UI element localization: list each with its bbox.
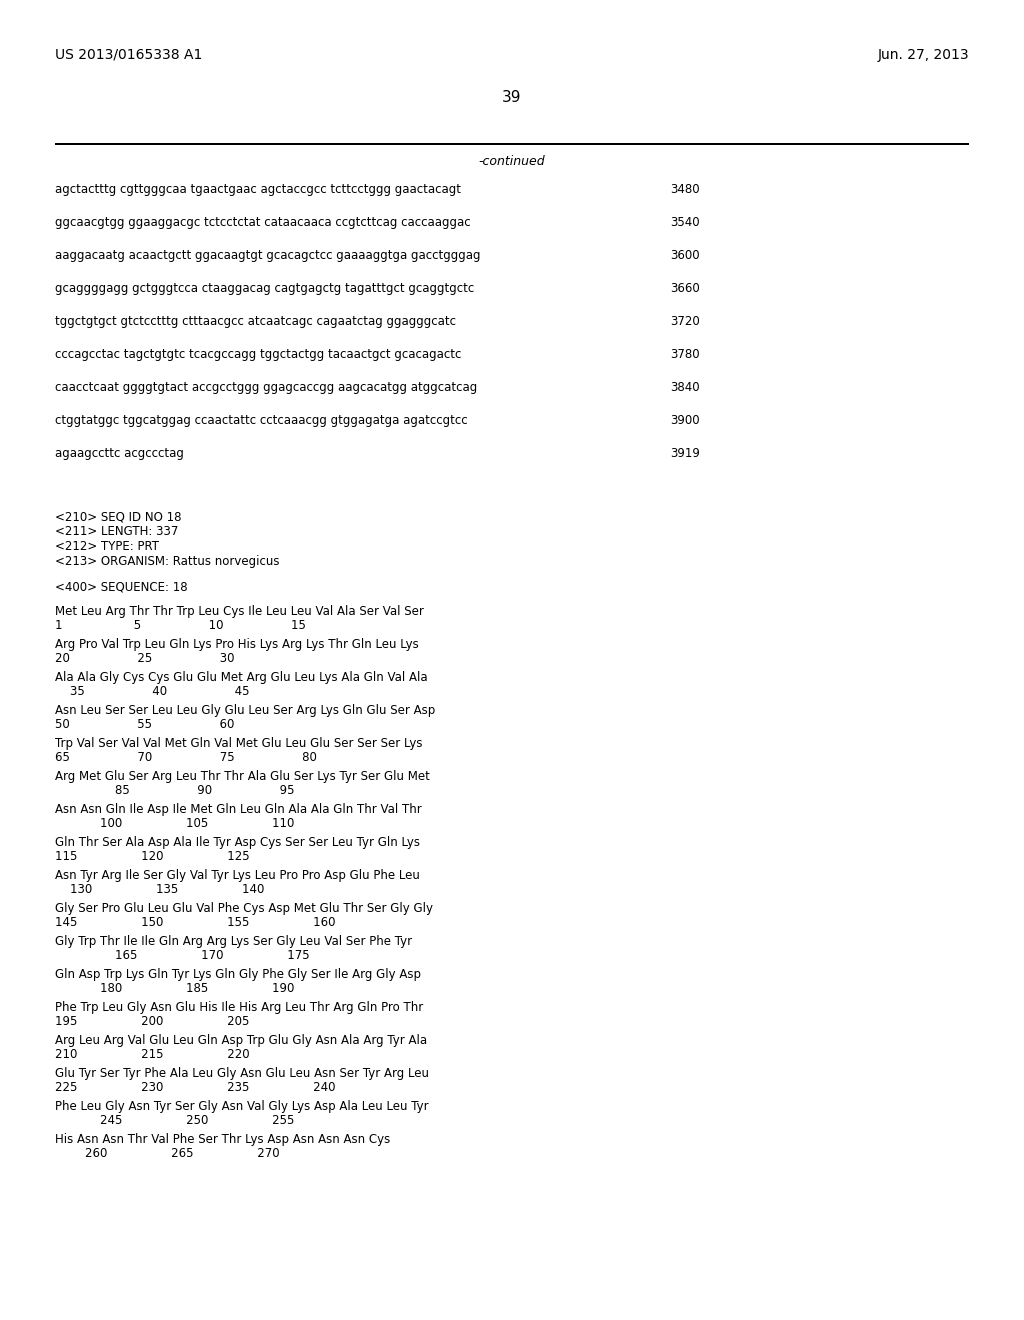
Text: Asn Asn Gln Ile Asp Ile Met Gln Leu Gln Ala Ala Gln Thr Val Thr: Asn Asn Gln Ile Asp Ile Met Gln Leu Gln … — [55, 803, 422, 816]
Text: 35                  40                  45: 35 40 45 — [55, 685, 250, 698]
Text: ggcaacgtgg ggaaggacgc tctcctctat cataacaaca ccgtcttcag caccaaggac: ggcaacgtgg ggaaggacgc tctcctctat cataaca… — [55, 216, 471, 228]
Text: 3780: 3780 — [670, 348, 699, 360]
Text: 145                 150                 155                 160: 145 150 155 160 — [55, 916, 336, 929]
Text: caacctcaat ggggtgtact accgcctggg ggagcaccgg aagcacatgg atggcatcag: caacctcaat ggggtgtact accgcctggg ggagcac… — [55, 381, 477, 393]
Text: agctactttg cgttgggcaa tgaactgaac agctaccgcc tcttcctggg gaactacagt: agctactttg cgttgggcaa tgaactgaac agctacc… — [55, 183, 461, 195]
Text: 3480: 3480 — [670, 183, 699, 195]
Text: Ala Ala Gly Cys Cys Glu Glu Met Arg Glu Leu Lys Ala Gln Val Ala: Ala Ala Gly Cys Cys Glu Glu Met Arg Glu … — [55, 671, 428, 684]
Text: <400> SEQUENCE: 18: <400> SEQUENCE: 18 — [55, 579, 187, 593]
Text: 3900: 3900 — [670, 414, 699, 426]
Text: Arg Leu Arg Val Glu Leu Gln Asp Trp Glu Gly Asn Ala Arg Tyr Ala: Arg Leu Arg Val Glu Leu Gln Asp Trp Glu … — [55, 1034, 427, 1047]
Text: Phe Leu Gly Asn Tyr Ser Gly Asn Val Gly Lys Asp Ala Leu Leu Tyr: Phe Leu Gly Asn Tyr Ser Gly Asn Val Gly … — [55, 1100, 429, 1113]
Text: Trp Val Ser Val Val Met Gln Val Met Glu Leu Glu Ser Ser Ser Lys: Trp Val Ser Val Val Met Gln Val Met Glu … — [55, 737, 423, 750]
Text: His Asn Asn Thr Val Phe Ser Thr Lys Asp Asn Asn Asn Cys: His Asn Asn Thr Val Phe Ser Thr Lys Asp … — [55, 1133, 390, 1146]
Text: Gln Thr Ser Ala Asp Ala Ile Tyr Asp Cys Ser Ser Leu Tyr Gln Lys: Gln Thr Ser Ala Asp Ala Ile Tyr Asp Cys … — [55, 836, 420, 849]
Text: cccagcctac tagctgtgtc tcacgccagg tggctactgg tacaactgct gcacagactc: cccagcctac tagctgtgtc tcacgccagg tggctac… — [55, 348, 462, 360]
Text: Gln Asp Trp Lys Gln Tyr Lys Gln Gly Phe Gly Ser Ile Arg Gly Asp: Gln Asp Trp Lys Gln Tyr Lys Gln Gly Phe … — [55, 968, 421, 981]
Text: <210> SEQ ID NO 18: <210> SEQ ID NO 18 — [55, 510, 181, 523]
Text: 3600: 3600 — [670, 249, 699, 261]
Text: Gly Ser Pro Glu Leu Glu Val Phe Cys Asp Met Glu Thr Ser Gly Gly: Gly Ser Pro Glu Leu Glu Val Phe Cys Asp … — [55, 902, 433, 915]
Text: Gly Trp Thr Ile Ile Gln Arg Arg Lys Ser Gly Leu Val Ser Phe Tyr: Gly Trp Thr Ile Ile Gln Arg Arg Lys Ser … — [55, 935, 412, 948]
Text: 1                   5                  10                  15: 1 5 10 15 — [55, 619, 306, 632]
Text: <212> TYPE: PRT: <212> TYPE: PRT — [55, 540, 159, 553]
Text: agaagccttc acgccctag: agaagccttc acgccctag — [55, 447, 184, 459]
Text: 130                 135                 140: 130 135 140 — [55, 883, 264, 896]
Text: 225                 230                 235                 240: 225 230 235 240 — [55, 1081, 336, 1094]
Text: 39: 39 — [502, 90, 522, 106]
Text: gcaggggagg gctgggtcca ctaaggacag cagtgagctg tagatttgct gcaggtgctc: gcaggggagg gctgggtcca ctaaggacag cagtgag… — [55, 282, 474, 294]
Text: <213> ORGANISM: Rattus norvegicus: <213> ORGANISM: Rattus norvegicus — [55, 554, 280, 568]
Text: 3660: 3660 — [670, 282, 699, 294]
Text: Met Leu Arg Thr Thr Trp Leu Cys Ile Leu Leu Val Ala Ser Val Ser: Met Leu Arg Thr Thr Trp Leu Cys Ile Leu … — [55, 605, 424, 618]
Text: Jun. 27, 2013: Jun. 27, 2013 — [878, 48, 969, 62]
Text: 65                  70                  75                  80: 65 70 75 80 — [55, 751, 316, 764]
Text: 3720: 3720 — [670, 315, 699, 327]
Text: 3919: 3919 — [670, 447, 699, 459]
Text: 85                  90                  95: 85 90 95 — [55, 784, 295, 797]
Text: 100                 105                 110: 100 105 110 — [55, 817, 294, 830]
Text: 180                 185                 190: 180 185 190 — [55, 982, 294, 995]
Text: 165                 170                 175: 165 170 175 — [55, 949, 309, 962]
Text: 260                 265                 270: 260 265 270 — [55, 1147, 280, 1160]
Text: <211> LENGTH: 337: <211> LENGTH: 337 — [55, 525, 178, 539]
Text: Arg Pro Val Trp Leu Gln Lys Pro His Lys Arg Lys Thr Gln Leu Lys: Arg Pro Val Trp Leu Gln Lys Pro His Lys … — [55, 638, 419, 651]
Text: 210                 215                 220: 210 215 220 — [55, 1048, 250, 1061]
Text: tggctgtgct gtctcctttg ctttaacgcc atcaatcagc cagaatctag ggagggcatc: tggctgtgct gtctcctttg ctttaacgcc atcaatc… — [55, 315, 456, 327]
Text: Arg Met Glu Ser Arg Leu Thr Thr Ala Glu Ser Lys Tyr Ser Glu Met: Arg Met Glu Ser Arg Leu Thr Thr Ala Glu … — [55, 770, 430, 783]
Text: aaggacaatg acaactgctt ggacaagtgt gcacagctcc gaaaaggtga gacctgggag: aaggacaatg acaactgctt ggacaagtgt gcacagc… — [55, 249, 480, 261]
Text: 20                  25                  30: 20 25 30 — [55, 652, 234, 665]
Text: 3840: 3840 — [670, 381, 699, 393]
Text: US 2013/0165338 A1: US 2013/0165338 A1 — [55, 48, 203, 62]
Text: Asn Leu Ser Ser Leu Leu Gly Glu Leu Ser Arg Lys Gln Glu Ser Asp: Asn Leu Ser Ser Leu Leu Gly Glu Leu Ser … — [55, 704, 435, 717]
Text: 245                 250                 255: 245 250 255 — [55, 1114, 294, 1127]
Text: Phe Trp Leu Gly Asn Glu His Ile His Arg Leu Thr Arg Gln Pro Thr: Phe Trp Leu Gly Asn Glu His Ile His Arg … — [55, 1001, 423, 1014]
Text: -continued: -continued — [478, 154, 546, 168]
Text: 50                  55                  60: 50 55 60 — [55, 718, 234, 731]
Text: ctggtatggc tggcatggag ccaactattc cctcaaacgg gtggagatga agatccgtcc: ctggtatggc tggcatggag ccaactattc cctcaaa… — [55, 414, 468, 426]
Text: 115                 120                 125: 115 120 125 — [55, 850, 250, 863]
Text: 3540: 3540 — [670, 216, 699, 228]
Text: 195                 200                 205: 195 200 205 — [55, 1015, 250, 1028]
Text: Glu Tyr Ser Tyr Phe Ala Leu Gly Asn Glu Leu Asn Ser Tyr Arg Leu: Glu Tyr Ser Tyr Phe Ala Leu Gly Asn Glu … — [55, 1067, 429, 1080]
Text: Asn Tyr Arg Ile Ser Gly Val Tyr Lys Leu Pro Pro Asp Glu Phe Leu: Asn Tyr Arg Ile Ser Gly Val Tyr Lys Leu … — [55, 869, 420, 882]
